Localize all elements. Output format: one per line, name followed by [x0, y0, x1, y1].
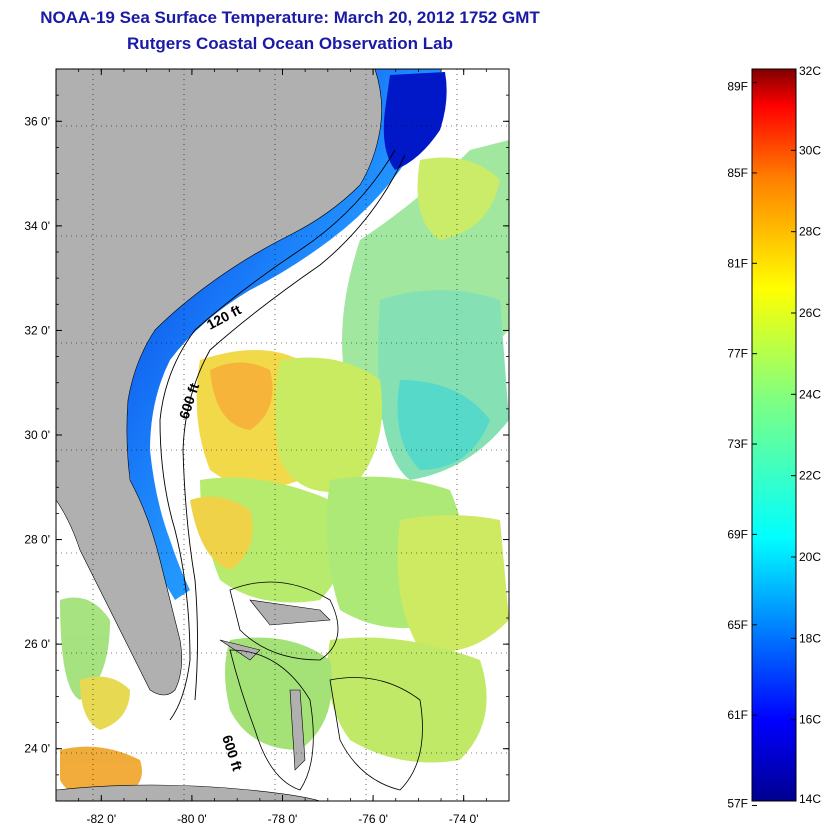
sst-patches — [60, 80, 509, 800]
lat-tick-label: 34 0' — [24, 219, 50, 233]
map-area: 120 ft 600 ft 600 ft — [56, 69, 509, 801]
contour-120ft — [159, 149, 396, 721]
celsius-tick-label: 22C — [799, 469, 821, 483]
celsius-tick-label: 18C — [799, 631, 821, 645]
lat-tick-label: 32 0' — [24, 323, 50, 337]
lon-tick-label: -80 0' — [177, 812, 207, 826]
fahrenheit-tick-label: 73F — [727, 437, 748, 451]
colorbar — [751, 68, 797, 802]
fahrenheit-tick-label: 65F — [727, 618, 748, 632]
us-land — [56, 69, 382, 696]
fahrenheit-tick-label: 61F — [727, 708, 748, 722]
celsius-tick-label: 14C — [799, 792, 821, 806]
celsius-tick-label: 32C — [799, 64, 821, 78]
map-title: NOAA-19 Sea Surface Temperature: March 2… — [40, 8, 540, 27]
fahrenheit-tick-label: 81F — [727, 256, 748, 270]
map-axes: -82 0' -80 0' -78 0' -76 0' -74 0' 24 0' 26 0'… — [24, 68, 510, 826]
fahrenheit-tick-label: 89F — [727, 80, 748, 94]
contour-600ft — [182, 154, 406, 701]
celsius-tick-label: 28C — [799, 225, 821, 239]
lon-tick-label: -78 0' — [268, 812, 298, 826]
lat-tick-label: 26 0' — [24, 637, 50, 651]
coastal-shelf-water — [125, 69, 444, 600]
lat-tick-label: 24 0' — [24, 742, 50, 756]
celsius-tick-label: 16C — [799, 713, 821, 727]
map-subtitle: Rutgers Coastal Ocean Observation Lab — [127, 34, 453, 53]
fahrenheit-tick-label: 69F — [727, 527, 748, 541]
lat-tick-label: 30 0' — [24, 428, 50, 442]
fahrenheit-tick-label: 57F — [727, 797, 748, 811]
lon-tick-label: -74 0' — [449, 812, 479, 826]
nc-cold-water — [383, 72, 447, 170]
lon-tick-label: -82 0' — [86, 812, 116, 826]
celsius-tick-label: 26C — [799, 306, 821, 320]
contour-bahamas — [229, 581, 423, 791]
lat-tick-label: 36 0' — [24, 114, 50, 128]
map-grid — [56, 69, 509, 801]
fahrenheit-tick-label: 85F — [727, 166, 748, 180]
fahrenheit-tick-label: 77F — [727, 347, 748, 361]
cuba-land — [56, 784, 321, 801]
lon-tick-label: -76 0' — [358, 812, 388, 826]
celsius-tick-label: 30C — [799, 143, 821, 157]
celsius-tick-label: 20C — [799, 550, 821, 564]
colorbar-ticks: 32C 30C 28C 26C 24C 22C 20C 18C 16C 14C 89F 85F 81F 7… — [727, 64, 821, 811]
lat-tick-label: 28 0' — [24, 533, 50, 547]
celsius-tick-label: 24C — [799, 387, 821, 401]
